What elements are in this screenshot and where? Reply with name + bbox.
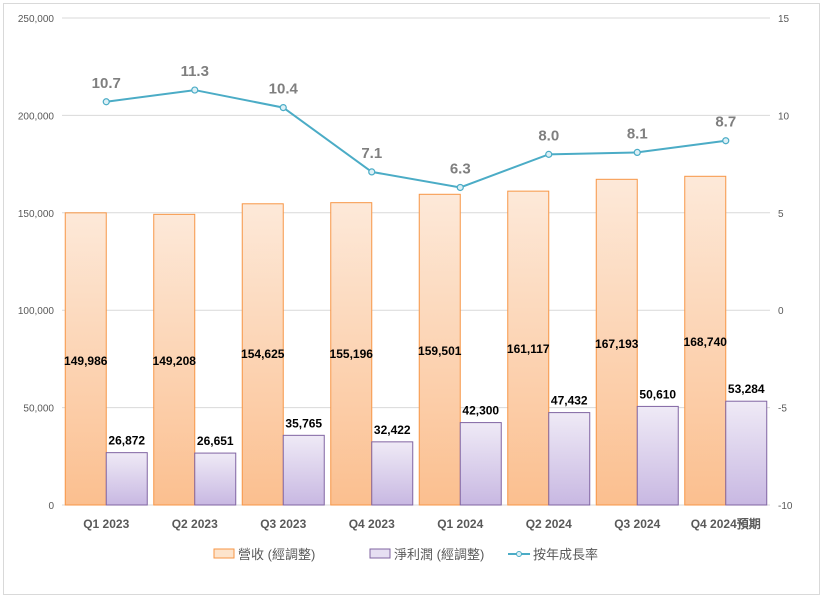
- chart-frame: [3, 3, 820, 595]
- revenue-data-label: 155,196: [330, 347, 374, 361]
- legend-growth-marker: [516, 551, 522, 557]
- x-category-label: Q3 2023: [260, 517, 306, 531]
- net-profit-data-label: 32,422: [374, 423, 411, 437]
- net-profit-data-label: 50,610: [639, 387, 676, 401]
- net-profit-bar: [636, 405, 679, 506]
- growth-rate-point: [279, 104, 287, 112]
- revenue-data-label: 168,740: [684, 335, 728, 349]
- legend-net-profit-label: 淨利潤 (經調整): [394, 547, 484, 562]
- growth-rate-data-label: 11.3: [181, 63, 209, 80]
- net-profit-bar: [459, 422, 502, 506]
- revenue-data-label: 149,208: [153, 354, 197, 368]
- growth-rate-point: [368, 168, 376, 176]
- growth-rate-data-label: 7.1: [361, 145, 382, 162]
- revenue-bar: [64, 212, 107, 506]
- net-profit-data-label: 53,284: [728, 382, 765, 396]
- y-right-tick-label: 15: [778, 14, 790, 25]
- legend-net-profit-swatch: [369, 548, 391, 559]
- revenue-bar: [507, 190, 550, 506]
- growth-rate-point: [191, 86, 199, 94]
- y-right-tick-label: 0: [778, 306, 784, 317]
- revenue-bar: [330, 202, 373, 506]
- revenue-data-label: 167,193: [595, 337, 639, 351]
- y-left-tick-label: 200,000: [18, 111, 55, 122]
- y-left-tick-label: 250,000: [18, 14, 55, 25]
- x-category-label: Q4 2024預期: [691, 516, 761, 531]
- net-profit-bar: [725, 400, 768, 506]
- growth-rate-point: [456, 183, 464, 192]
- revenue-bar: [595, 178, 638, 506]
- legend-revenue-label: 營收 (經調整): [238, 547, 315, 562]
- net-profit-data-label: 35,765: [285, 416, 322, 430]
- x-category-label: Q1 2023: [83, 517, 129, 531]
- revenue-bar: [241, 203, 284, 506]
- revenue-bar: [684, 175, 727, 506]
- net-profit-bar: [548, 412, 591, 506]
- y-right-tick-label: -10: [778, 501, 793, 512]
- revenue-bar: [153, 213, 196, 506]
- net-profit-data-label: 42,300: [462, 404, 499, 418]
- x-category-label: Q1 2024: [437, 517, 483, 531]
- net-profit-data-label: 26,651: [197, 434, 234, 448]
- growth-rate-line: [106, 89, 726, 189]
- growth-rate-data-label: 8.7: [715, 114, 736, 131]
- y-left-tick-label: 50,000: [23, 404, 54, 415]
- revenue-data-label: 159,501: [418, 344, 462, 358]
- growth-rate-data-label: 10.7: [92, 75, 121, 92]
- growth-rate-data-label: 8.0: [538, 127, 559, 144]
- net-profit-bar: [105, 452, 148, 506]
- growth-rate-data-label: 6.3: [450, 160, 471, 177]
- y-left-tick-label: 100,000: [18, 306, 55, 317]
- revenue-data-label: 149,986: [64, 354, 108, 368]
- legend-growth-label: 按年成長率: [533, 547, 598, 562]
- growth-rate-point: [102, 98, 110, 106]
- x-category-label: Q2 2024: [526, 517, 572, 531]
- net-profit-bar: [371, 441, 414, 506]
- net-profit-bar: [194, 452, 237, 506]
- growth-rate-data-label: 8.1: [627, 125, 648, 142]
- growth-rate-data-label: 10.4: [269, 81, 299, 98]
- net-profit-data-label: 26,872: [108, 434, 145, 448]
- x-category-label: Q3 2024: [614, 517, 660, 531]
- y-right-tick-label: 5: [778, 209, 784, 220]
- y-left-tick-label: 150,000: [18, 209, 55, 220]
- revenue-bar: [418, 193, 461, 506]
- net-profit-bar: [282, 434, 325, 506]
- growth-rate-point: [545, 150, 553, 158]
- legend-revenue-swatch: [213, 548, 235, 559]
- y-right-tick-label: 10: [778, 111, 790, 122]
- growth-rate-point: [633, 148, 641, 157]
- y-right-tick-label: -5: [778, 404, 787, 415]
- revenue-data-label: 161,117: [507, 342, 550, 356]
- growth-rate-point: [722, 137, 730, 145]
- x-category-label: Q2 2023: [172, 517, 218, 531]
- net-profit-data-label: 47,432: [551, 394, 588, 408]
- y-left-tick-label: 0: [48, 501, 54, 512]
- x-category-label: Q4 2023: [349, 517, 395, 531]
- revenue-data-label: 154,625: [241, 347, 285, 361]
